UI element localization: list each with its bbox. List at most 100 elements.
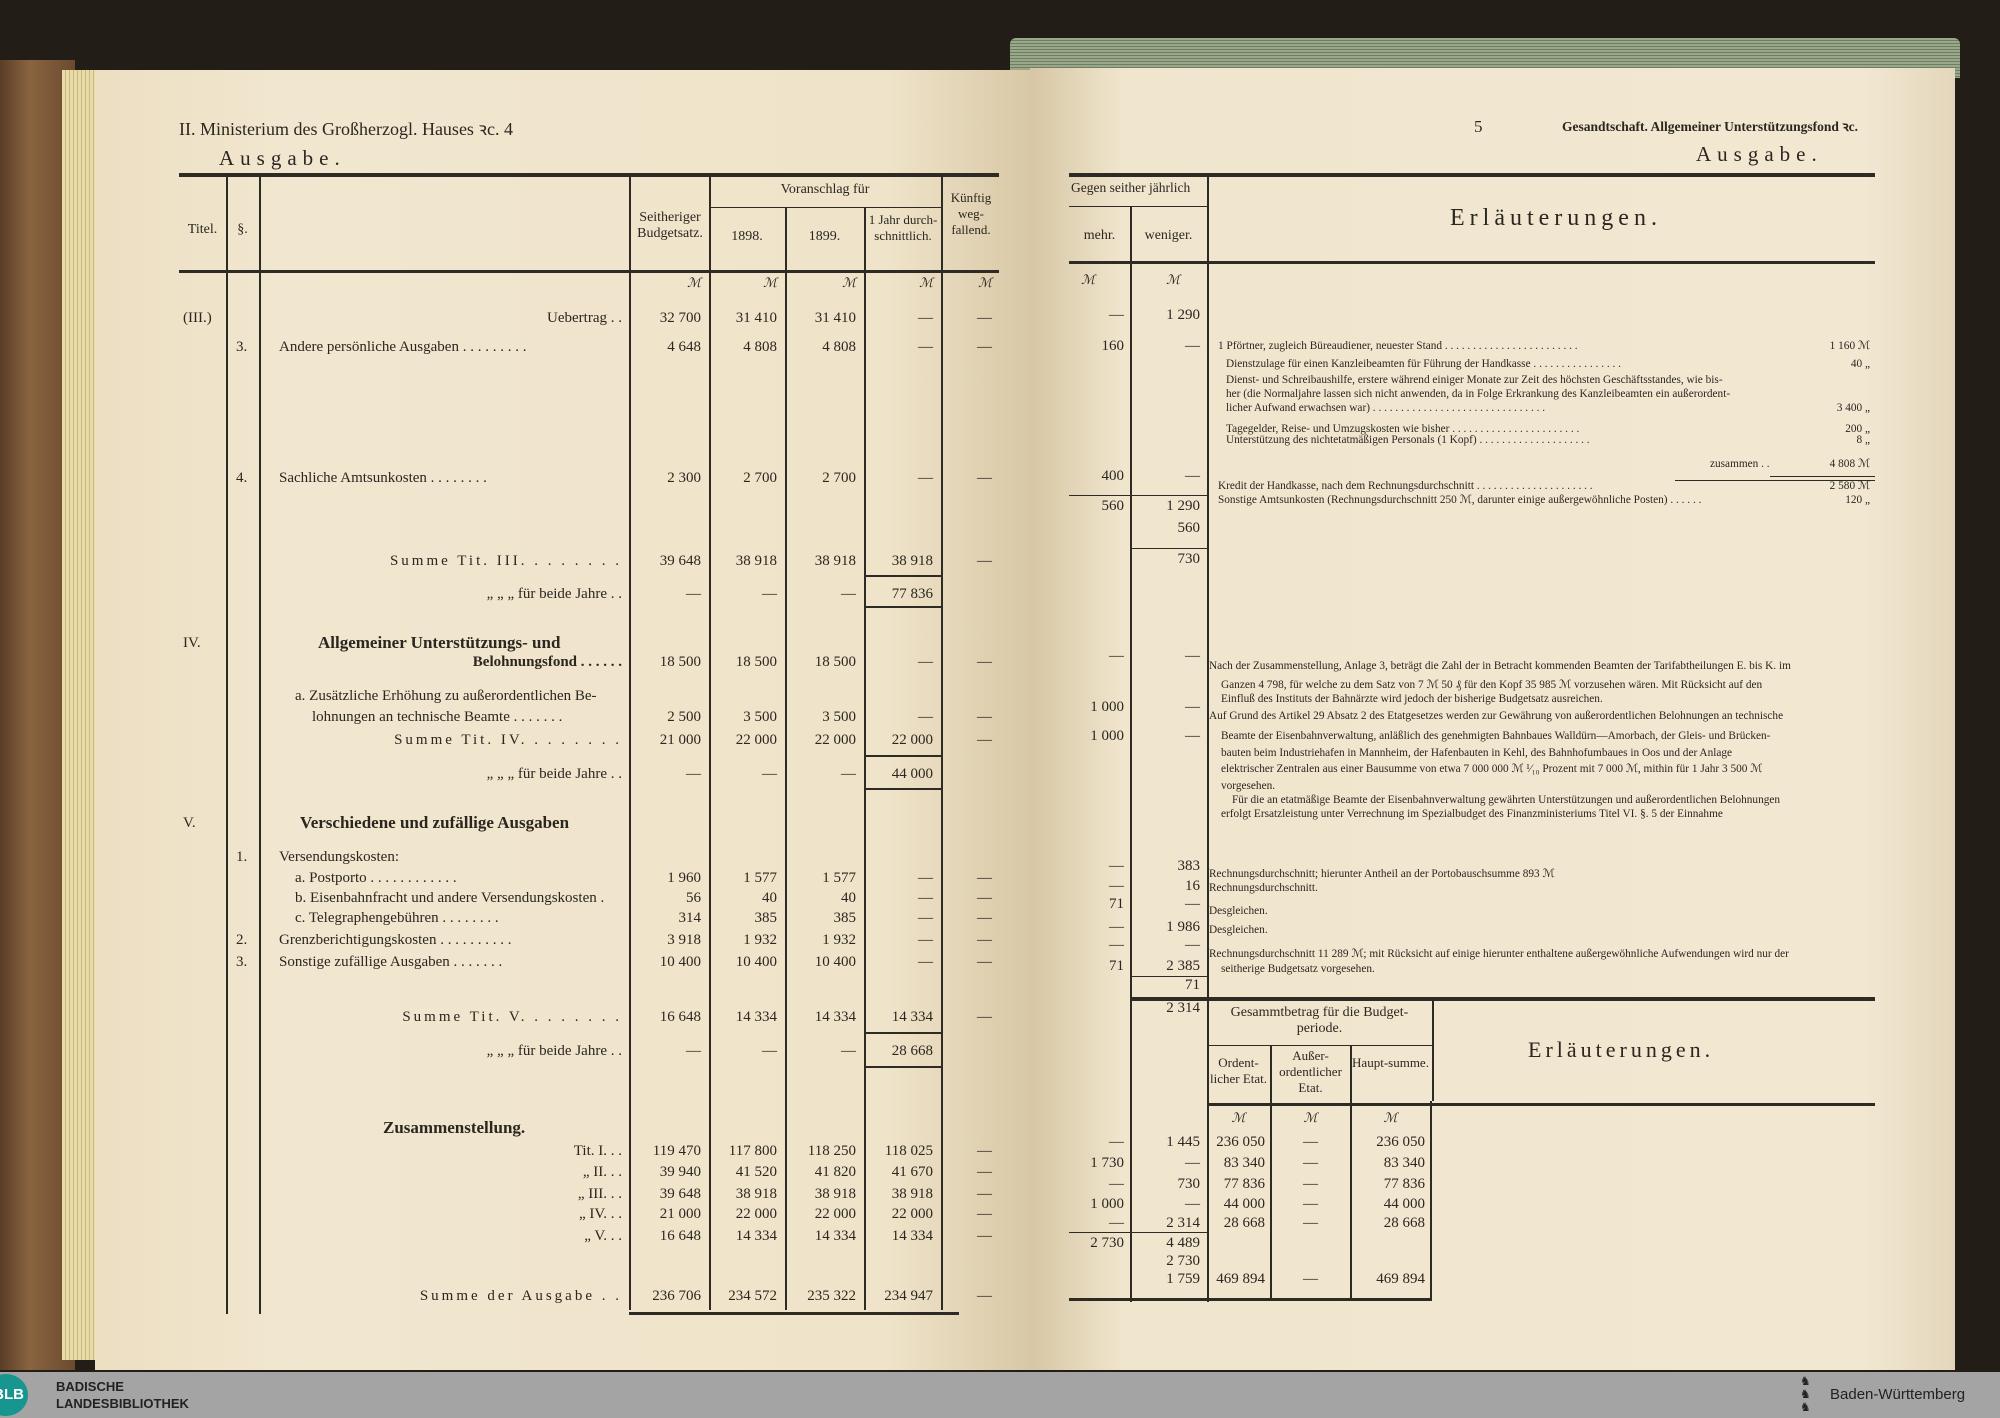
weniger-cell: 2 314 [1166, 1215, 1200, 1231]
col-header-voranschlag: Voranschlag für [780, 182, 870, 197]
hauptsumme-cell: 77 836 [1383, 1176, 1425, 1192]
titel-number: (III.) [183, 310, 212, 326]
amount-cell: — [918, 310, 933, 326]
row-label: Verschiedene und zufällige Ausgaben [300, 813, 570, 832]
currency-mark: ℳ [1166, 272, 1180, 287]
amount-cell: — [686, 766, 701, 782]
amount-cell: 1 577 [822, 870, 856, 886]
ordentlich-cell: 77 836 [1223, 1176, 1265, 1192]
ordentlich-cell: 236 050 [1216, 1134, 1265, 1150]
amount-cell: 41 820 [814, 1164, 856, 1180]
col-header-paragraph: §. [237, 222, 248, 237]
weniger-cell: 383 [1177, 858, 1201, 874]
amount-cell: 4 808 [822, 339, 856, 355]
amount-cell: 10 400 [659, 954, 701, 970]
amount-cell: 39 648 [659, 553, 701, 569]
amount-cell: 18 500 [735, 654, 777, 670]
weniger-cell: — [1185, 728, 1200, 744]
ausserordentlich-cell: — [1303, 1155, 1318, 1171]
weniger-cell: 1 986 [1166, 919, 1200, 935]
amount-cell: — [977, 1164, 992, 1180]
paragraph-number: 3. [236, 339, 248, 355]
ausserordentlich-cell: — [1303, 1271, 1318, 1287]
explanation-amount: 3 400 „ [1836, 402, 1870, 414]
amount-cell: 22 000 [891, 1206, 933, 1222]
amount-cell: 3 918 [667, 932, 701, 948]
amount-cell: 40 [841, 890, 856, 906]
blb-logo[interactable]: BLB [0, 1374, 28, 1416]
amount-cell: 1 960 [667, 870, 701, 886]
amount-cell: 38 918 [814, 1186, 856, 1202]
paragraph-number: 2. [236, 932, 248, 948]
amount-cell: 39 940 [659, 1164, 701, 1180]
amount-cell: 22 000 [814, 1206, 856, 1222]
amount-cell: 44 000 [891, 766, 933, 782]
library-name-line2: LANDESBIBLIOTHEK [56, 1396, 189, 1411]
col-header-gegen-seither: Gegen seither jährlich [1071, 180, 1191, 195]
explanation-line: Desgleichen. [1209, 924, 1268, 936]
explanation-line: Sonstige Amtsunkosten (Rechnungsdurchsch… [1218, 494, 1702, 506]
amount-cell: — [918, 932, 933, 948]
amount-cell: — [977, 310, 992, 326]
row-label: „ „ „ für beide Jahre . . [486, 1043, 622, 1059]
currency-mark: ℳ [1231, 1110, 1246, 1125]
explanation-line: bauten beim Industriehafen in Mannheim, … [1221, 747, 1733, 759]
explanation-line: Beamte der Eisenbahnverwaltung, anläßlic… [1221, 730, 1771, 742]
amount-cell: 14 334 [735, 1228, 777, 1244]
ausserordentlich-cell: — [1303, 1134, 1318, 1150]
amount-cell: 2 500 [667, 709, 701, 725]
row-label: Summe Tit. IV. . . . . . . . [394, 732, 622, 748]
library-name[interactable]: BADISCHE LANDESBIBLIOTHEK [56, 1378, 189, 1412]
row-label: Summe Tit. III. . . . . . . . [389, 553, 622, 569]
row-label: „ IV. . . [578, 1206, 622, 1222]
weniger-cell: 2 314 [1166, 1000, 1200, 1016]
right-page [1030, 68, 1955, 1370]
currency-mark: ℳ [687, 275, 701, 290]
amount-cell: — [977, 1009, 992, 1025]
weniger-cell: 1 445 [1166, 1134, 1200, 1150]
amount-cell: 14 334 [814, 1228, 856, 1244]
rule [1130, 495, 1207, 496]
row-label: „ III. . . [577, 1186, 622, 1202]
amount-cell: 1 577 [743, 870, 777, 886]
amount-cell: 2 300 [667, 470, 701, 486]
titel-number: V. [183, 815, 196, 831]
ausserordentlich-cell: — [1303, 1215, 1318, 1231]
col-header-1899: 1899. [808, 229, 841, 244]
left-page [95, 70, 1030, 1370]
amount-cell: 14 334 [891, 1009, 933, 1025]
explanation-amount: 200 „ [1845, 423, 1870, 435]
row-label: Andere persönliche Ausgaben . . . . . . … [279, 339, 527, 355]
explanation-line: Auf Grund des Artikel 29 Absatz 2 des Et… [1209, 710, 1784, 722]
currency-mark: ℳ [763, 275, 777, 290]
currency-mark: ℳ [1383, 1110, 1398, 1125]
explanation-line: Ganzen 4 798, für welche zu dem Satz von… [1221, 679, 1763, 691]
amount-cell: 38 918 [735, 553, 777, 569]
amount-cell: — [977, 1143, 992, 1159]
amount-cell: 22 000 [735, 1206, 777, 1222]
col-header-ausserordentlich: Außer-ordentlicher Etat. [1279, 1048, 1342, 1095]
explanation-amount: 2 580 ℳ [1829, 480, 1870, 492]
state-logo-text[interactable]: Baden-Württemberg [1830, 1386, 1966, 1403]
col-header-titel: Titel. [187, 222, 218, 237]
explanation-line: Für die an etatmäßige Beamte der Eisenba… [1232, 794, 1781, 806]
weniger-cell: 730 [1177, 1176, 1201, 1192]
row-label: Uebertrag . . [547, 310, 622, 326]
hauptsumme-cell: 44 000 [1383, 1196, 1425, 1212]
amount-cell: 77 836 [891, 586, 933, 602]
mehr-cell: — [1109, 937, 1124, 953]
amount-cell: 234 947 [884, 1288, 933, 1304]
explanation-line: Rechnungsdurchschnitt; hierunter Antheil… [1209, 868, 1555, 880]
amount-cell: 117 800 [728, 1143, 777, 1159]
explanation-amount: 120 „ [1845, 494, 1870, 506]
col-header-1898: 1898. [731, 229, 763, 244]
hauptsumme-cell: 83 340 [1383, 1155, 1425, 1171]
rule [1130, 997, 1207, 998]
amount-cell: — [762, 586, 777, 602]
explanation-line: elektrischer Zentralen aus einer Bausumm… [1221, 763, 1763, 775]
ordentlich-cell: 469 894 [1216, 1271, 1265, 1287]
amount-cell: — [977, 932, 992, 948]
amount-cell: 41 520 [735, 1164, 777, 1180]
amount-cell: 236 706 [652, 1288, 701, 1304]
amount-cell: — [762, 766, 777, 782]
